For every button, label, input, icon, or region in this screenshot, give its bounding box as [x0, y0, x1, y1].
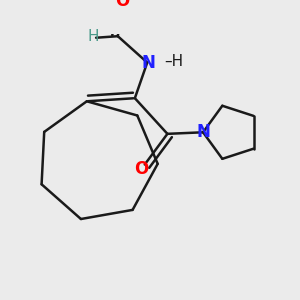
Text: O: O [134, 160, 148, 178]
Text: N: N [142, 53, 156, 71]
Text: O: O [115, 0, 130, 10]
Text: H: H [87, 29, 99, 44]
Text: N: N [196, 123, 210, 141]
Text: –H: –H [164, 54, 183, 69]
